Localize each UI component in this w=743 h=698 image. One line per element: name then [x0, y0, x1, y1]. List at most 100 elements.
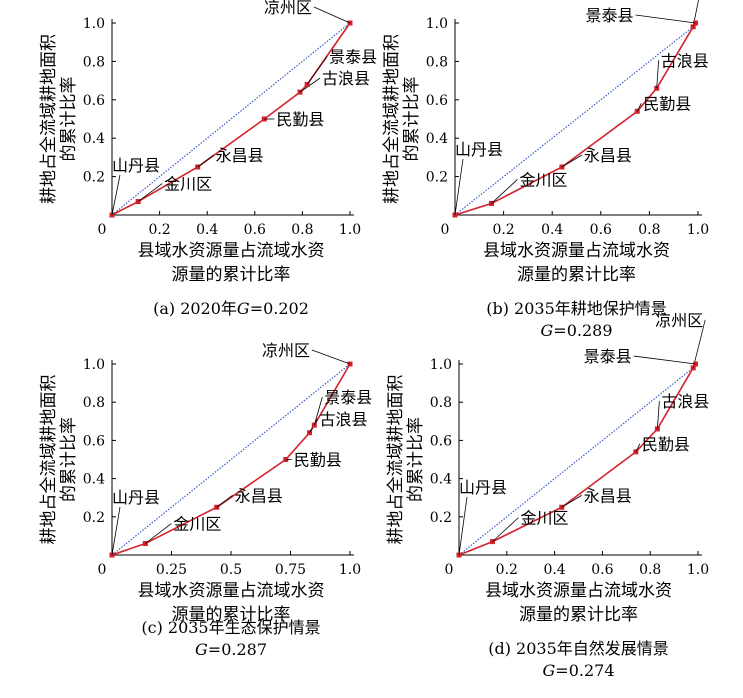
x-tick-label: 0.75 — [275, 562, 306, 578]
x-tick-label: 1.0 — [339, 562, 361, 578]
point-label: 金川区 — [173, 515, 221, 534]
y-tick-label: 0.8 — [83, 395, 105, 411]
point-label: 景泰县 — [324, 388, 372, 407]
y-tick-label: 0.4 — [430, 472, 452, 488]
label-leader — [692, 319, 706, 368]
label-leader — [492, 517, 519, 542]
g-value: =0.289 — [553, 321, 612, 340]
y-tick-label: 1.0 — [426, 16, 448, 32]
x-tick-label: 1.0 — [687, 222, 709, 238]
x-axis-label: 县域水资源量占流域水资 — [138, 241, 325, 261]
y-axis-label: 的累计比率 — [59, 417, 79, 502]
point-label: 金川区 — [164, 175, 212, 194]
point-label: 山丹县 — [459, 478, 507, 497]
y-axis-label: 耕地占全流域耕地面积 — [39, 375, 59, 545]
label-leader — [137, 183, 163, 202]
label-leader — [561, 494, 582, 508]
x-tick-label: 1.0 — [687, 562, 709, 578]
point-label: 古浪县 — [661, 51, 709, 70]
y-axis-label: 的累计比率 — [402, 77, 422, 162]
y-axis-label: 耕地占全流域耕地面积 — [382, 34, 402, 204]
label-leader — [656, 400, 660, 429]
y-tick-label: 0.6 — [430, 433, 452, 449]
x-tick-label: 0.2 — [148, 222, 170, 238]
label-leader — [458, 496, 468, 556]
point-label: 永昌县 — [584, 146, 632, 165]
g-value: =0.202 — [250, 299, 309, 318]
label-leader — [299, 77, 321, 93]
chart-caption: (a) 2020年G=0.202 — [153, 299, 309, 318]
point-label: 山丹县 — [455, 140, 503, 159]
point-label: 凉州区 — [262, 341, 310, 360]
x-axis-label: 县域水资源量占流域水资 — [138, 581, 325, 601]
g-value: =0.274 — [555, 661, 614, 680]
x-tick-label: 0.4 — [196, 222, 218, 238]
chart-panel-3: 0.2 0.4 0.6 0.8 1.0 0 0.25 0.5 0.75 1.0 山丹县金川区永昌县民… — [39, 341, 372, 659]
point-label: 金川区 — [519, 170, 567, 189]
label-leader — [633, 355, 696, 365]
x-tick-label: 0.25 — [156, 562, 187, 578]
point-label: 山丹县 — [112, 488, 160, 507]
g-value: =0.287 — [208, 640, 267, 659]
point-label: 景泰县 — [586, 6, 634, 25]
chart-caption: (d) 2035年自然发展情景 — [488, 639, 669, 658]
x-tick-label: 0.8 — [291, 222, 313, 238]
x-tick-label: 0 — [441, 222, 450, 238]
point-label: 古浪县 — [661, 392, 709, 411]
y-tick-label: 0.8 — [83, 54, 105, 70]
x-tick-label: 0.6 — [244, 222, 266, 238]
point-label: 民勤县 — [642, 435, 690, 454]
y-axis-label: 的累计比率 — [59, 77, 79, 162]
x-tick-label: 0.2 — [496, 562, 518, 578]
label-leader — [635, 14, 696, 24]
label-leader — [656, 60, 660, 89]
g-value-line: G=0.287 — [195, 640, 267, 659]
y-tick-label: 0.2 — [83, 510, 105, 526]
point-label: 永昌县 — [584, 486, 632, 505]
y-tick-label: 0.2 — [83, 170, 105, 186]
point-label: 古浪县 — [320, 410, 368, 429]
point-label: 山丹县 — [112, 156, 160, 175]
y-tick-label: 0.6 — [83, 93, 105, 109]
point-label: 永昌县 — [216, 146, 264, 165]
x-tick-label: 0 — [445, 562, 454, 578]
y-tick-label: 1.0 — [83, 357, 105, 373]
label-leader — [111, 506, 121, 556]
y-tick-label: 0.2 — [430, 510, 452, 526]
label-leader — [454, 158, 464, 216]
point-label: 金川区 — [520, 509, 568, 528]
g-symbol: G — [237, 299, 250, 318]
label-leader — [635, 443, 641, 453]
point-label: 民勤县 — [643, 94, 691, 113]
x-tick-label: 0.2 — [492, 222, 514, 238]
chart-panel-2: 0.2 0.4 0.6 0.8 1.0 0 0.2 0.4 0.6 0.8 1.0 山丹县金川区永昌县… — [382, 0, 709, 340]
point-label: 永昌县 — [235, 486, 283, 505]
x-axis-label: 源量的累计比率 — [519, 605, 638, 625]
y-axis-label: 的累计比率 — [406, 417, 426, 502]
label-leader — [313, 6, 351, 24]
y-tick-label: 1.0 — [430, 357, 452, 373]
equality-line — [454, 22, 699, 216]
point-label: 景泰县 — [329, 47, 377, 66]
x-axis-label: 源量的累计比率 — [517, 265, 636, 285]
label-leader — [636, 103, 642, 112]
label-leader — [197, 154, 214, 168]
x-axis-label: 县域水资源量占流域水资 — [483, 241, 670, 261]
x-axis-label: 县域水资源量占流域水资 — [485, 581, 672, 601]
caption-text: (a) 2020年 — [153, 299, 237, 318]
chart-caption: (c) 2035年生态保护情景 — [141, 618, 320, 637]
g-symbol: G — [543, 661, 556, 680]
point-label: 民勤县 — [294, 451, 342, 470]
y-tick-label: 0.6 — [83, 433, 105, 449]
g-value-line: G=0.274 — [543, 661, 615, 680]
x-tick-label: 0.8 — [639, 562, 661, 578]
chart-caption: (b) 2035年耕地保护情景 — [486, 299, 667, 318]
x-tick-label: 0.6 — [590, 222, 612, 238]
y-tick-label: 0.8 — [426, 54, 448, 70]
y-tick-label: 0.2 — [426, 170, 448, 186]
g-symbol: G — [541, 321, 554, 340]
x-tick-label: 0 — [98, 222, 107, 238]
g-value-line: G=0.289 — [541, 321, 613, 340]
y-tick-label: 0.4 — [83, 472, 105, 488]
point-label: 古浪县 — [322, 69, 370, 88]
